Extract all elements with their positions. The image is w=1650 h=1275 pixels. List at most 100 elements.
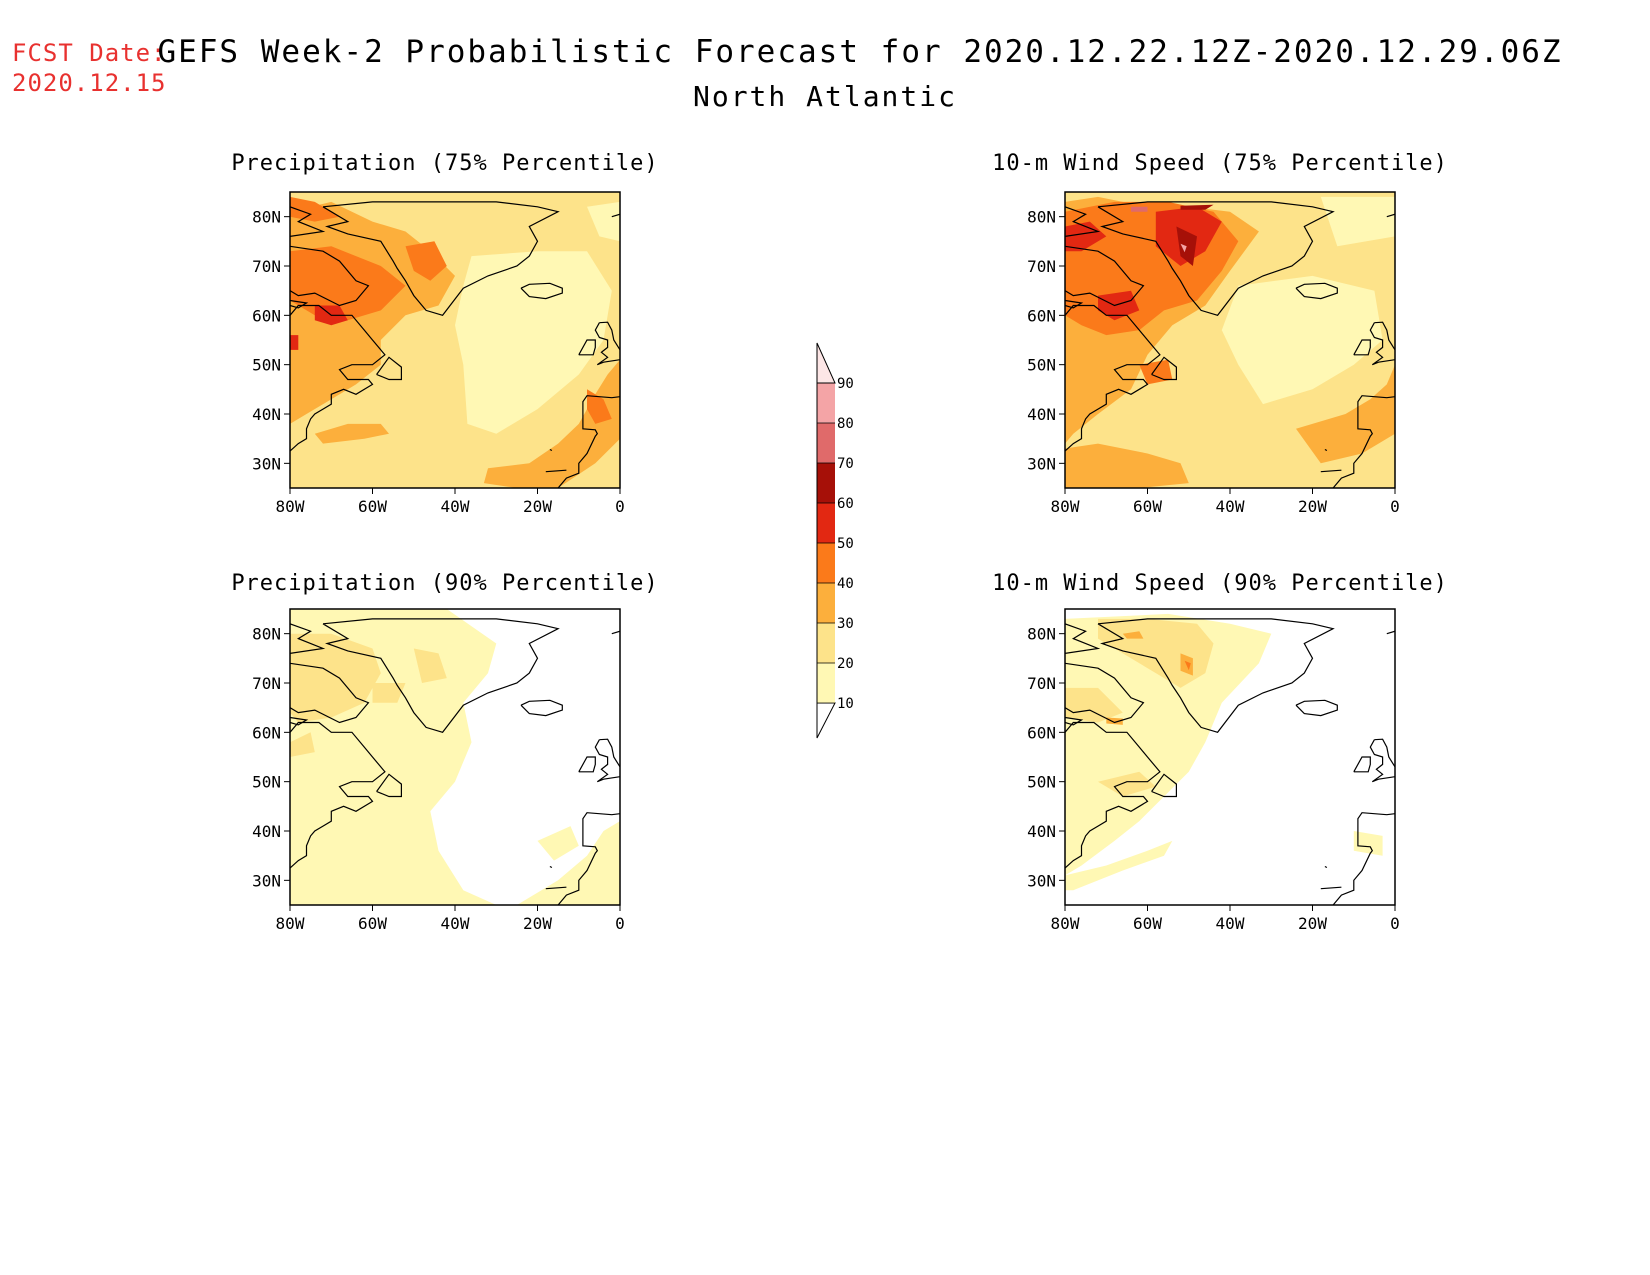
coastline [549,448,553,452]
probability-area-c30 [1106,717,1123,725]
coastline [1369,321,1395,366]
colorbar-label: 30 [837,616,854,632]
coastline [1386,213,1395,218]
lon-label: 40W [1216,914,1245,933]
coastline [520,282,563,300]
coastline [322,201,560,316]
probability-area-c50 [290,335,299,350]
coastline [611,213,620,218]
colorbar-over [816,342,836,384]
page-title: GEFS Week-2 Probabilistic Forecast for 2… [157,34,1563,70]
probability-area-c40 [587,389,612,424]
coastline [1295,699,1338,717]
colorbar-swatch-c10 [817,663,835,703]
lat-label: 80N [252,625,281,644]
coastline [290,206,326,237]
lat-label: 30N [252,871,281,890]
coastline [549,865,553,869]
coastline [290,299,309,309]
coastline-layer [1065,201,1395,488]
coastline [1065,662,1145,724]
coastline [1320,886,1342,890]
probability-area-c20 [1065,687,1123,723]
lon-label: 60W [1133,497,1162,516]
coastline [322,618,560,733]
probability-area-c20 [290,732,315,757]
lat-label: 30N [1027,871,1056,890]
coastline [1332,812,1395,905]
lat-label: 60N [252,306,281,325]
lon-label: 20W [523,914,552,933]
coastline [1353,339,1371,356]
shaded-probability-layer [1065,192,1395,488]
coastline [1151,356,1177,381]
coastline [545,886,567,890]
coastline [520,699,563,717]
probability-area-c40 [1139,359,1173,385]
probability-area-c10 [1320,196,1395,247]
panel-title-precip90: Precipitation (90% Percentile) [231,571,659,596]
probability-area-c10 [587,201,620,242]
coastline [1065,299,1084,309]
colorbar-label: 80 [837,416,854,432]
coastline [1065,245,1145,307]
region-subtitle: North Atlantic [692,80,957,113]
coastline [557,395,620,488]
coastline [290,623,326,654]
probability-area-c70 [1131,206,1148,212]
probability-area-c50 [1098,290,1140,321]
lat-label: 40N [252,822,281,841]
lon-label: 80W [1051,497,1080,516]
lon-label: 80W [276,497,305,516]
probability-area-c10 [516,821,620,905]
lon-label: 60W [358,914,387,933]
probability-area-c40 [290,246,406,321]
map-precip-90: 80N 70N 60N 50N 40N 30N 80W 60W 40W 20W 0 [252,608,625,933]
coastline [611,630,620,635]
lon-label: 20W [1298,497,1327,516]
lat-label: 40N [252,405,281,424]
colorbar-swatch-c20 [817,623,835,663]
coastline [1386,630,1395,635]
coastline [594,321,620,366]
lat-label: 70N [1027,674,1056,693]
lon-label: 0 [1390,914,1400,933]
coastline [1295,282,1338,300]
coastline [1324,865,1328,869]
colorbar-swatch-c40 [817,543,835,583]
coastline [290,304,386,452]
lat-label: 60N [252,723,281,742]
colorbar-label: 50 [837,536,854,552]
coastline [1320,469,1342,473]
coastline [290,721,386,869]
probability-area-c20 [372,683,406,703]
probability-area-c50 [1065,221,1107,252]
forecast-date-label: FCST Date: [12,39,167,67]
lat-label: 50N [252,773,281,792]
shaded-probability-layer [1065,613,1383,891]
probability-area-c20 [1098,771,1156,797]
colorbar-label: 20 [837,656,854,672]
probability-area-c10 [1353,831,1383,856]
lon-label: 80W [276,914,305,933]
lon-label: 20W [1298,914,1327,933]
lat-label: 50N [1027,773,1056,792]
coastline [1097,201,1335,316]
probability-area-c10 [1065,613,1272,876]
lon-label: 60W [358,497,387,516]
lon-label: 0 [615,497,625,516]
coastline [557,812,620,905]
lat-label: 30N [252,454,281,473]
lon-label: 40W [441,914,470,933]
lon-label: 60W [1133,914,1162,933]
coastline [594,738,620,783]
shaded-probability-layer [290,192,620,488]
colorbar-label: 90 [837,376,854,392]
colorbar-swatch-c60 [817,463,835,503]
colorbar-label: 70 [837,456,854,472]
coastline [376,773,402,798]
coastline [1065,206,1101,237]
colorbar-label: 60 [837,496,854,512]
lon-label: 80W [1051,914,1080,933]
lat-label: 80N [1027,208,1056,227]
